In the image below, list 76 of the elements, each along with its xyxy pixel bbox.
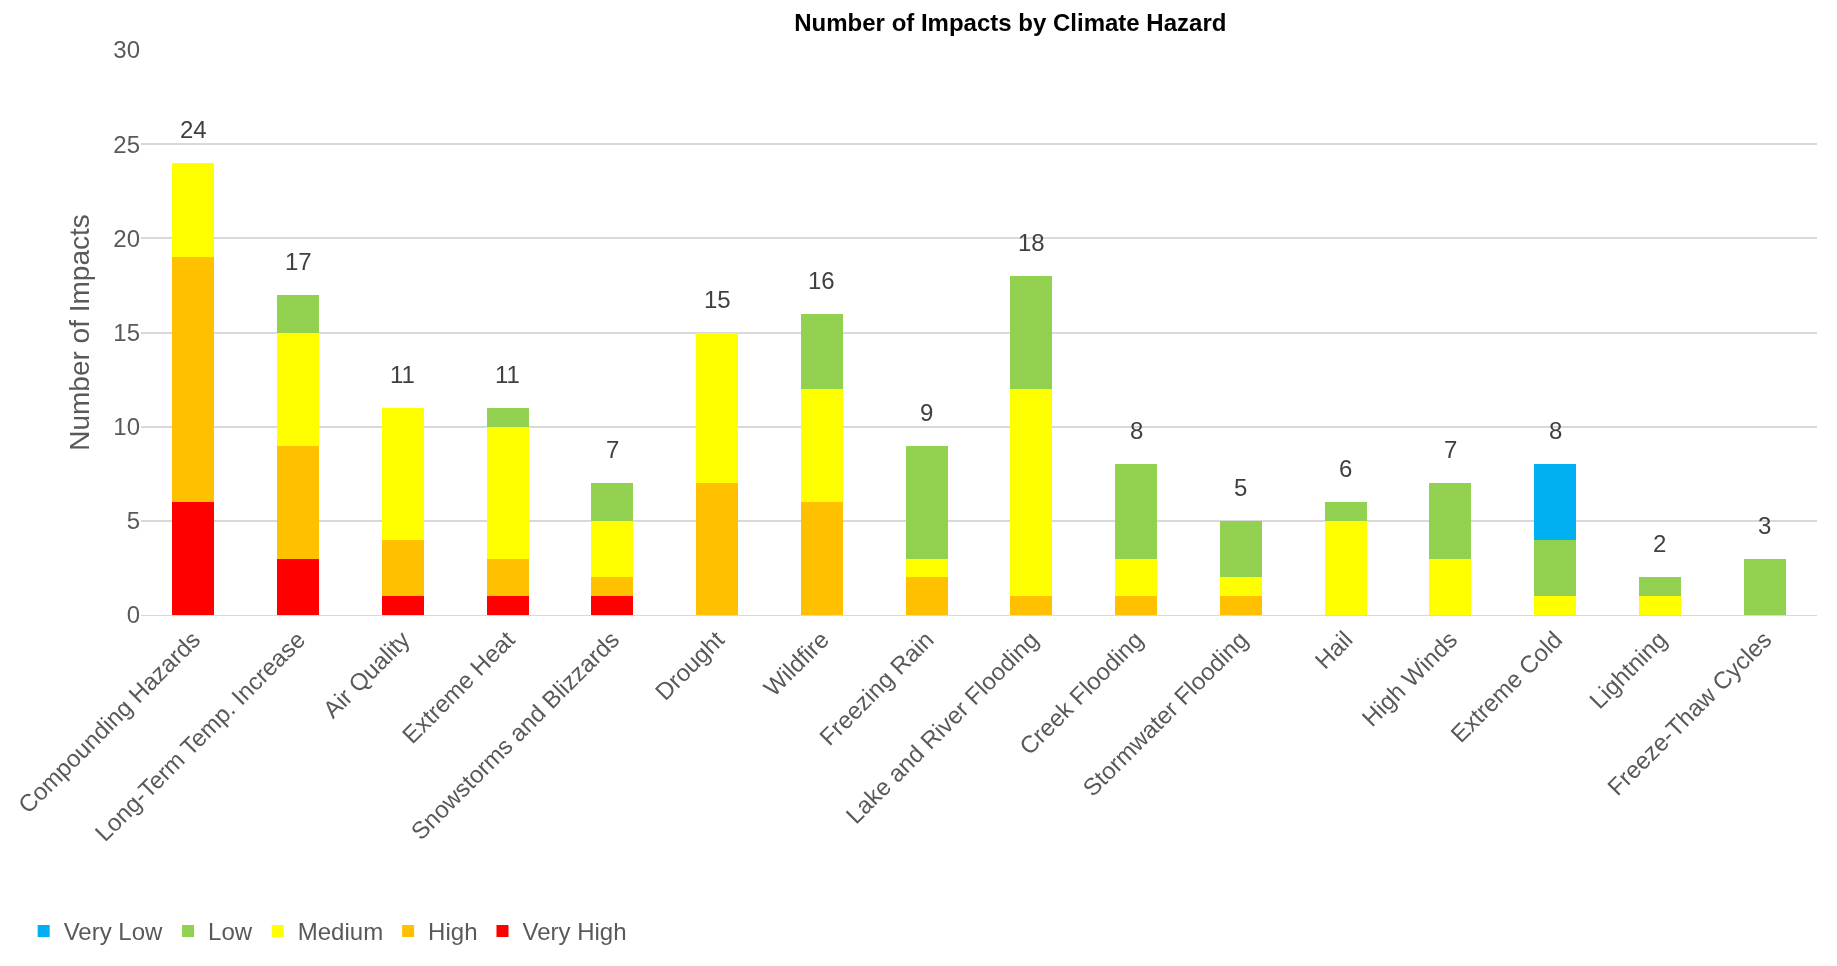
bar — [905, 558, 948, 578]
bar — [486, 407, 529, 427]
total-label: 18 — [1018, 229, 1045, 256]
total-label: 11 — [390, 361, 415, 388]
bar — [381, 596, 424, 615]
bar — [800, 313, 843, 389]
bar — [591, 596, 634, 615]
y-tick-label: 20 — [113, 224, 140, 252]
total-label: 7 — [606, 436, 620, 463]
bar — [1010, 596, 1053, 615]
bar — [381, 539, 424, 597]
bar — [172, 257, 215, 502]
bar — [1115, 596, 1158, 615]
bar — [1534, 596, 1577, 615]
bar — [1429, 483, 1472, 559]
legend-label: Low — [208, 918, 253, 946]
total-label: 3 — [1758, 512, 1772, 539]
bar — [1219, 577, 1262, 597]
bar — [1324, 520, 1367, 615]
bar — [1743, 558, 1786, 615]
bar — [905, 445, 948, 559]
legend-label: Very High — [522, 918, 627, 946]
y-tick-label: 30 — [113, 36, 140, 64]
bar — [1638, 577, 1681, 597]
bar — [800, 502, 843, 615]
total-label: 24 — [180, 116, 207, 143]
bar — [381, 407, 424, 540]
bar — [1115, 558, 1158, 597]
bar — [905, 577, 948, 615]
y-tick-label: 15 — [113, 318, 140, 346]
total-label: 8 — [1130, 417, 1144, 444]
bar — [1219, 520, 1262, 578]
total-label: 2 — [1653, 530, 1667, 557]
bar — [486, 558, 529, 597]
total-label: 8 — [1549, 417, 1563, 444]
bar — [277, 332, 320, 446]
bar — [1324, 502, 1367, 521]
bar — [1534, 464, 1577, 540]
bar — [800, 389, 843, 502]
bar — [1638, 596, 1681, 615]
y-tick-label: 10 — [113, 413, 140, 441]
bar — [486, 596, 529, 615]
bar — [591, 520, 634, 578]
bar — [1534, 539, 1577, 597]
bar — [1219, 596, 1262, 615]
bar — [1429, 558, 1472, 615]
legend-label: Medium — [297, 918, 384, 946]
bar — [591, 577, 634, 597]
bar — [486, 426, 529, 559]
total-label: 15 — [704, 286, 731, 313]
y-tick-label: 5 — [126, 507, 140, 535]
bar — [172, 163, 215, 258]
bar — [277, 294, 320, 333]
x-tick-label: Hail — [1309, 625, 1358, 675]
total-label: 16 — [808, 267, 835, 294]
y-tick-label: 0 — [126, 601, 140, 629]
bar — [696, 332, 739, 484]
bar — [172, 502, 215, 615]
legend-label: High — [428, 918, 478, 946]
bar — [277, 558, 320, 615]
total-label: 11 — [495, 361, 520, 388]
total-label: 17 — [285, 248, 312, 275]
y-axis-title: Number of Impacts — [64, 214, 95, 451]
chart-title: Number of Impacts by Climate Hazard — [794, 9, 1227, 37]
total-label: 7 — [1444, 436, 1458, 463]
total-label: 9 — [920, 399, 934, 426]
legend-label: Very Low — [63, 918, 164, 946]
bar — [1010, 276, 1053, 389]
total-label: 5 — [1234, 474, 1248, 501]
bar — [696, 483, 739, 615]
total-label: 6 — [1339, 455, 1353, 482]
bar — [277, 445, 320, 559]
bar — [1010, 389, 1053, 597]
bar — [591, 483, 634, 521]
bar — [1115, 464, 1158, 559]
y-tick-label: 25 — [113, 130, 140, 158]
